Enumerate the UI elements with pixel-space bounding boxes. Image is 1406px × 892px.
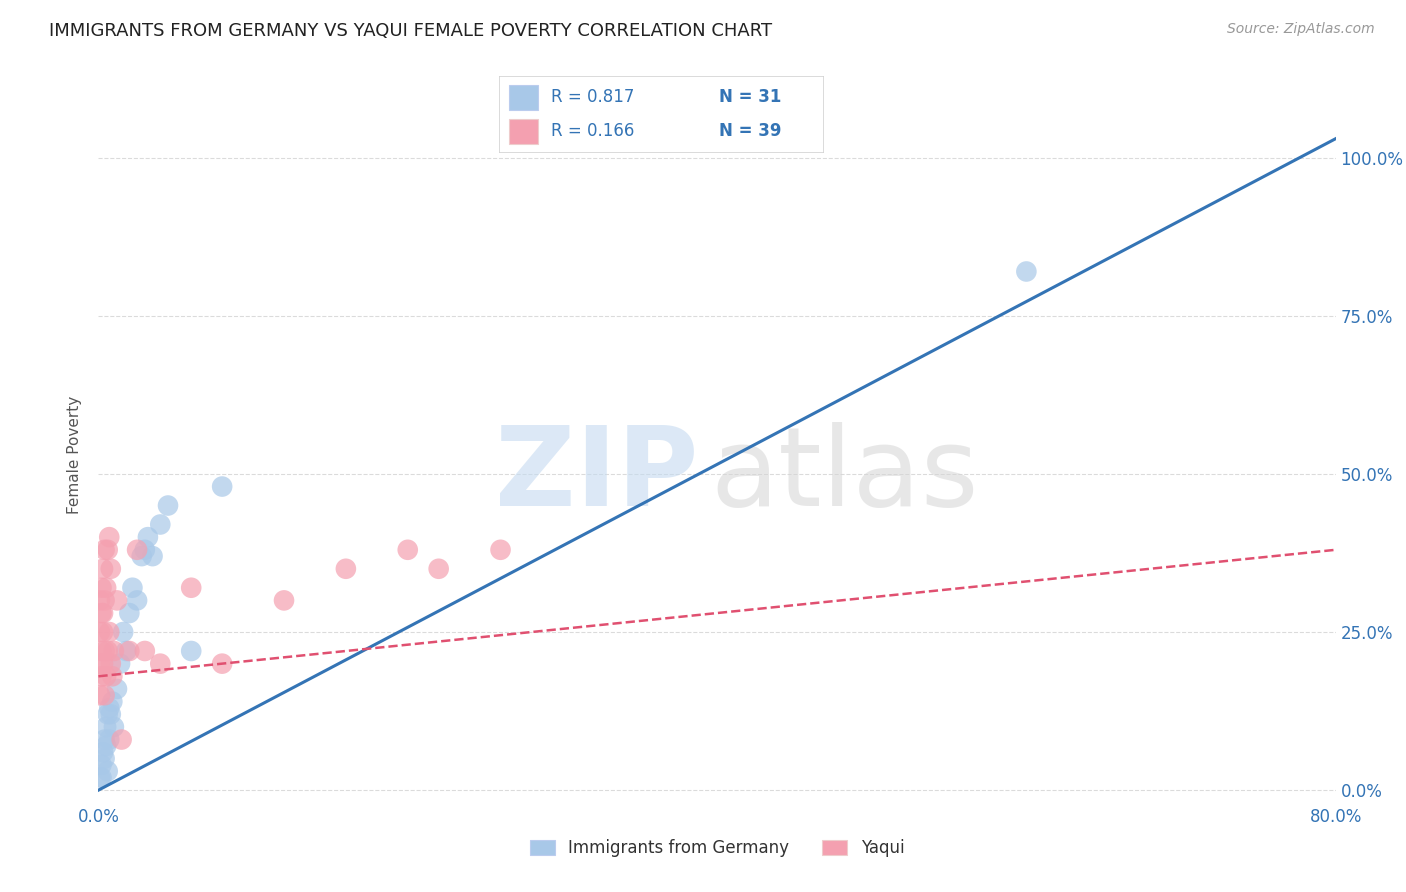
Point xyxy=(101,695,124,709)
Point xyxy=(118,606,141,620)
Text: R = 0.166: R = 0.166 xyxy=(551,122,634,140)
FancyBboxPatch shape xyxy=(509,85,538,110)
Text: Source: ZipAtlas.com: Source: ZipAtlas.com xyxy=(1227,22,1375,37)
Point xyxy=(100,657,122,671)
Point xyxy=(90,644,112,658)
Point xyxy=(96,581,118,595)
Point xyxy=(98,625,121,640)
Point xyxy=(180,644,202,658)
Point xyxy=(93,751,115,765)
Point xyxy=(97,644,120,658)
Point xyxy=(93,732,115,747)
Point xyxy=(157,499,180,513)
Text: R = 0.817: R = 0.817 xyxy=(551,88,634,106)
Point xyxy=(90,581,112,595)
Point xyxy=(142,549,165,563)
Point xyxy=(121,581,143,595)
Point xyxy=(96,739,118,753)
Point xyxy=(134,644,156,658)
Y-axis label: Female Poverty: Female Poverty xyxy=(67,396,83,514)
Point xyxy=(211,657,233,671)
Point xyxy=(96,669,118,683)
Point xyxy=(97,542,120,557)
Point xyxy=(100,707,122,722)
Legend: Immigrants from Germany, Yaqui: Immigrants from Germany, Yaqui xyxy=(523,833,911,864)
Point xyxy=(98,701,121,715)
Point xyxy=(149,517,172,532)
Point xyxy=(335,562,357,576)
Point xyxy=(108,657,131,671)
Point xyxy=(112,625,135,640)
Point xyxy=(93,593,115,607)
Point xyxy=(1015,264,1038,278)
FancyBboxPatch shape xyxy=(509,119,538,144)
Point xyxy=(98,530,121,544)
Point xyxy=(89,771,111,785)
Point xyxy=(111,732,134,747)
Point xyxy=(149,657,172,671)
Text: atlas: atlas xyxy=(711,422,980,529)
Point xyxy=(96,720,118,734)
Point xyxy=(90,757,112,772)
Point xyxy=(91,657,114,671)
Point xyxy=(93,542,115,557)
Point xyxy=(91,562,114,576)
Point xyxy=(89,625,111,640)
Point xyxy=(91,625,114,640)
Point xyxy=(136,530,159,544)
Point xyxy=(97,707,120,722)
Point xyxy=(89,657,111,671)
Point xyxy=(427,562,450,576)
Point xyxy=(105,681,128,696)
Text: IMMIGRANTS FROM GERMANY VS YAQUI FEMALE POVERTY CORRELATION CHART: IMMIGRANTS FROM GERMANY VS YAQUI FEMALE … xyxy=(49,22,772,40)
Point xyxy=(105,593,128,607)
Point xyxy=(273,593,295,607)
Text: N = 31: N = 31 xyxy=(718,88,782,106)
Point xyxy=(89,688,111,702)
Point xyxy=(89,593,111,607)
Point xyxy=(134,542,156,557)
Point xyxy=(127,542,149,557)
Point xyxy=(131,549,153,563)
Text: ZIP: ZIP xyxy=(495,422,699,529)
Point xyxy=(211,479,233,493)
Text: N = 39: N = 39 xyxy=(718,122,782,140)
Point xyxy=(115,644,138,658)
Point xyxy=(103,644,125,658)
Point xyxy=(101,669,124,683)
Point xyxy=(90,606,112,620)
Point xyxy=(90,669,112,683)
Point xyxy=(90,771,112,785)
Point xyxy=(91,606,114,620)
Point xyxy=(118,644,141,658)
Point xyxy=(127,593,149,607)
Point xyxy=(93,644,115,658)
Point xyxy=(489,542,512,557)
Point xyxy=(180,581,202,595)
Point xyxy=(100,562,122,576)
Point xyxy=(98,732,121,747)
Point xyxy=(396,542,419,557)
Point xyxy=(103,720,125,734)
Point xyxy=(91,745,114,759)
Point xyxy=(97,764,120,779)
Point xyxy=(93,688,115,702)
